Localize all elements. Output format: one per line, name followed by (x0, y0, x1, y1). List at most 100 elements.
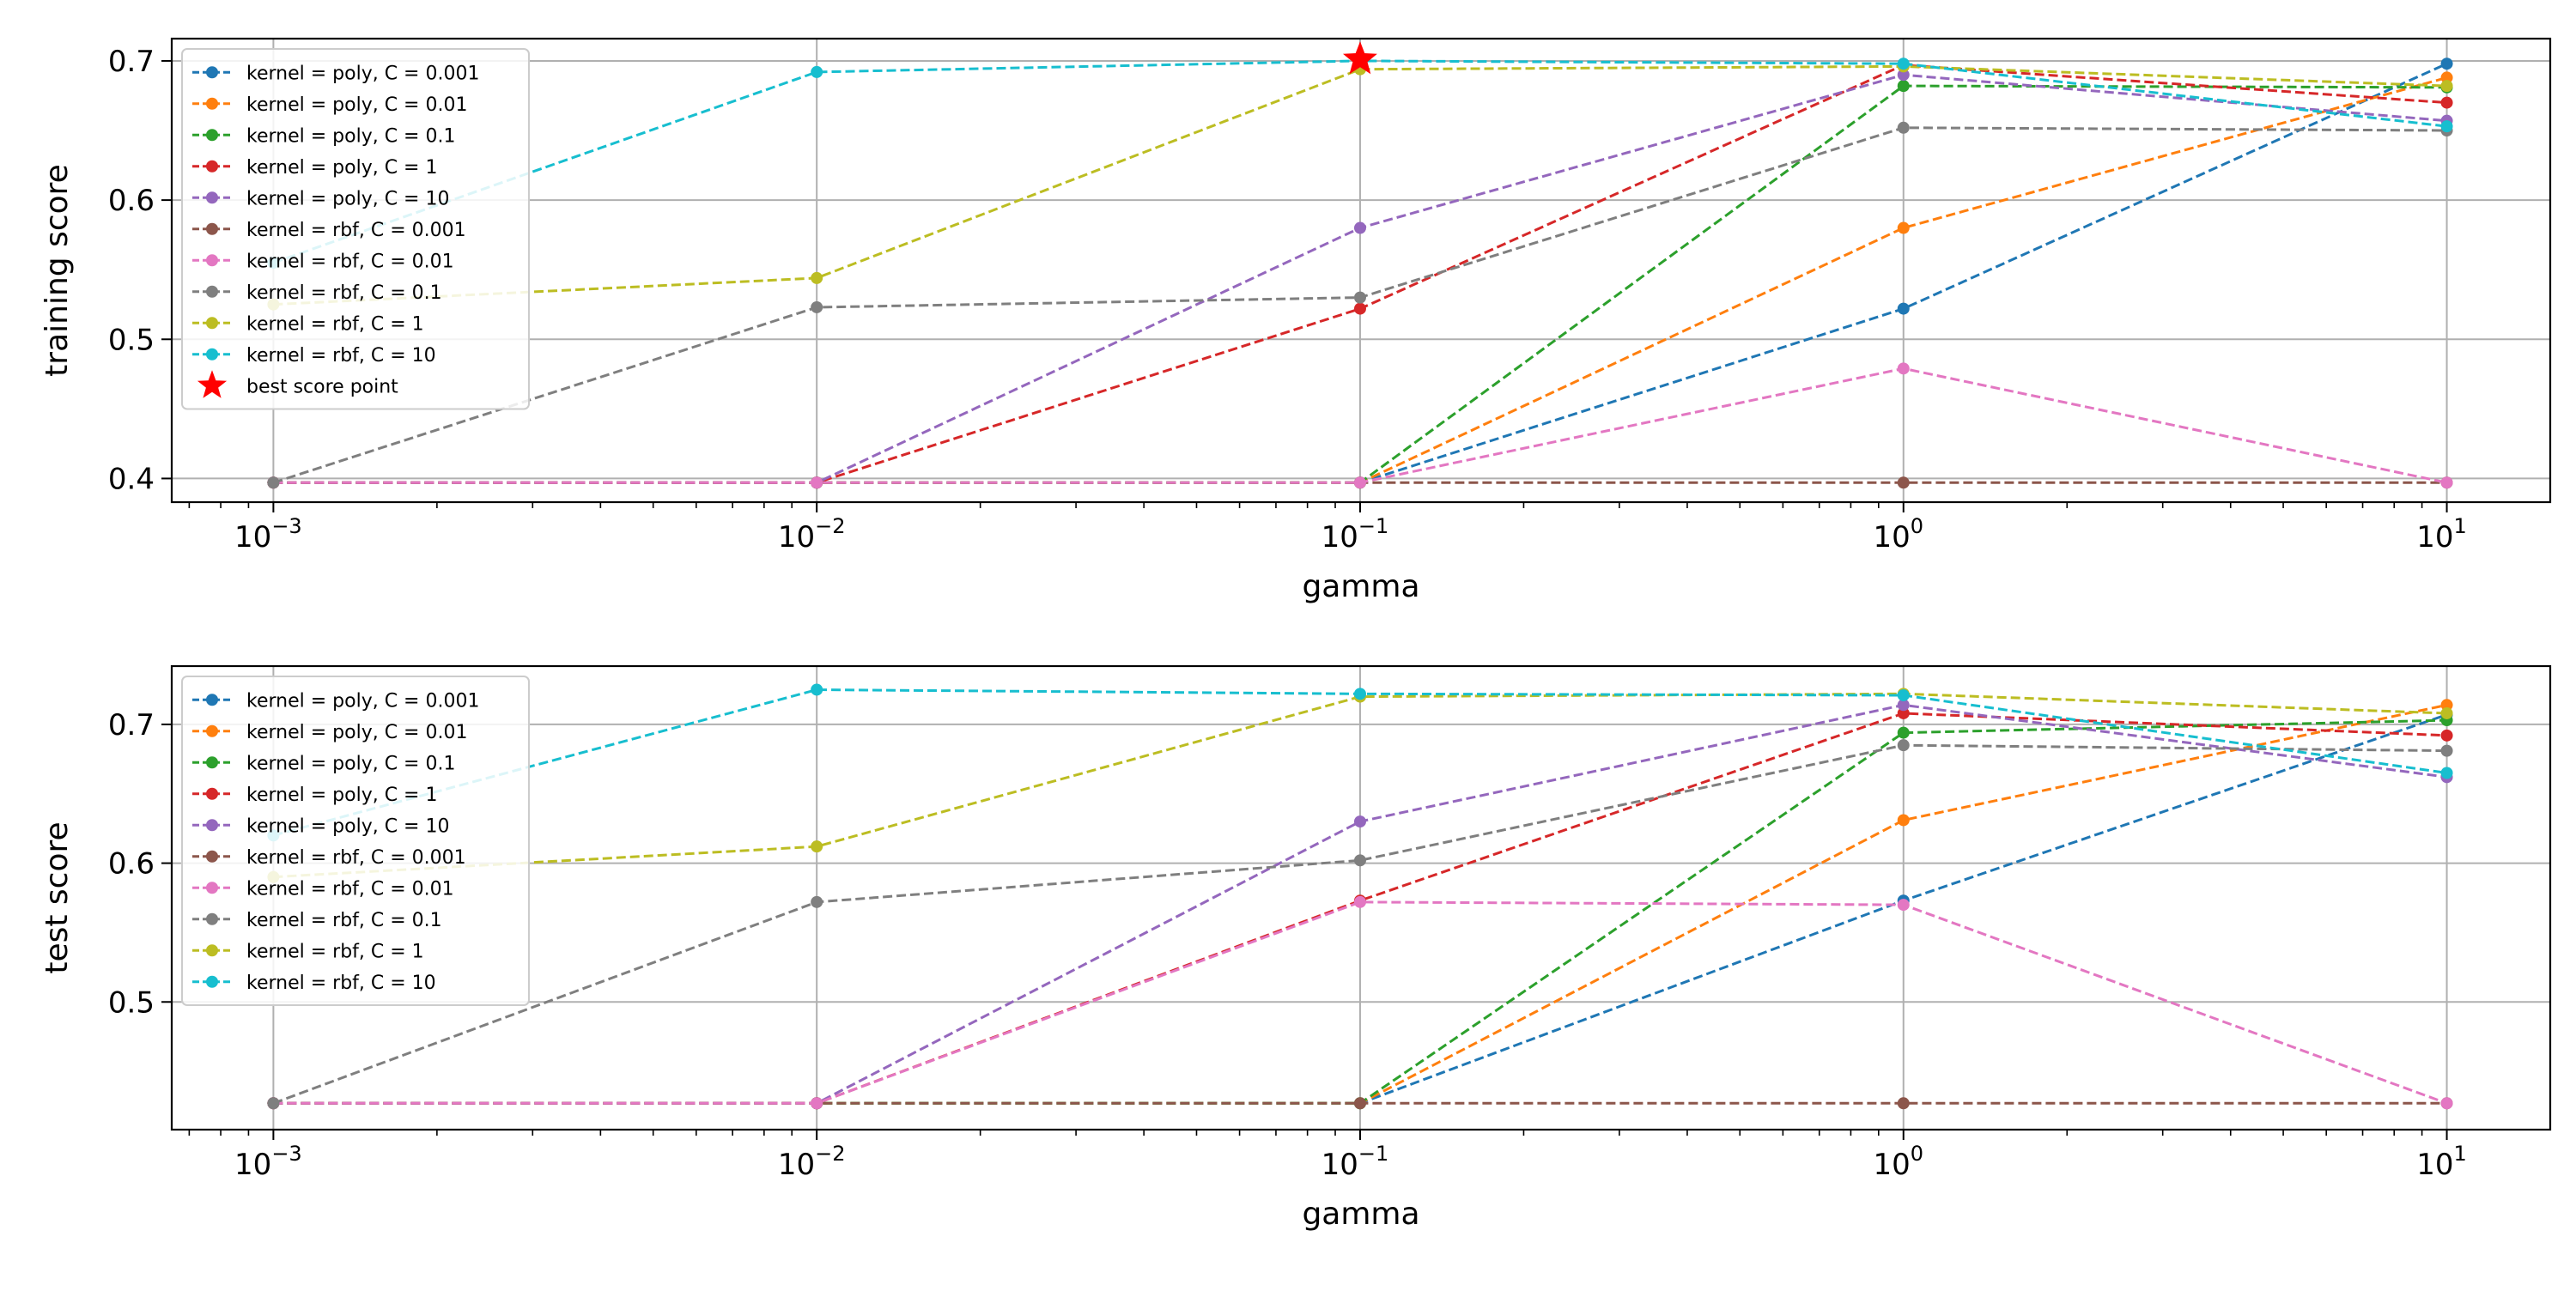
legend-label: best score point (246, 376, 398, 397)
legend-label: kernel = poly, C = 10 (246, 815, 449, 837)
data-point (1897, 476, 1910, 489)
data-point (2440, 1097, 2453, 1110)
legend-label: kernel = rbf, C = 1 (246, 313, 424, 335)
data-point (1353, 815, 1366, 828)
legend-label: kernel = rbf, C = 1 (246, 941, 424, 962)
data-point (1897, 699, 1910, 712)
legend-label: kernel = rbf, C = 0.001 (246, 847, 466, 869)
legend-marker (206, 694, 218, 706)
legend-marker (206, 819, 218, 832)
legend-entry: kernel = rbf, C = 10 (192, 345, 436, 367)
x-tick-label: 101 (2416, 514, 2467, 555)
data-point (811, 1097, 823, 1110)
data-point (811, 476, 823, 489)
legend-marker (206, 912, 218, 925)
data-point (267, 1097, 280, 1110)
legend-entry: kernel = rbf, C = 0.001 (192, 220, 466, 241)
data-point (1353, 895, 1366, 908)
y-tick-label: 0.4 (108, 462, 155, 496)
legend-entry: kernel = poly, C = 0.1 (192, 753, 455, 774)
legend-marker (206, 285, 218, 298)
legend-star-marker (197, 370, 228, 398)
legend-marker (206, 882, 218, 894)
data-point (1897, 1097, 1910, 1110)
y-tick-label: 0.5 (108, 985, 155, 1020)
legend-marker (206, 850, 218, 863)
legend-marker (206, 97, 218, 110)
legend-entry: kernel = rbf, C = 1 (192, 941, 424, 962)
legend-entry: kernel = rbf, C = 0.01 (192, 251, 454, 272)
legend-marker (206, 348, 218, 361)
x-tick-label: 10−3 (234, 1142, 302, 1182)
series-line (272, 743, 2447, 1105)
data-point (2440, 729, 2453, 742)
legend-label: kernel = poly, C = 0.001 (246, 63, 479, 84)
x-tick-label: 10−2 (778, 514, 846, 555)
legend-entry: kernel = poly, C = 0.001 (192, 690, 479, 712)
data-point (2440, 699, 2453, 712)
data-point (1353, 302, 1366, 315)
data-point (1897, 899, 1910, 912)
series-8 (267, 739, 2453, 1110)
legend-entry: kernel = poly, C = 0.1 (192, 125, 455, 147)
y-axis-label: test score (39, 821, 75, 973)
legend-label: kernel = rbf, C = 10 (246, 973, 436, 994)
data-point (2440, 476, 2453, 489)
y-tick-label: 0.7 (108, 45, 155, 79)
legend-label: kernel = rbf, C = 0.1 (246, 282, 442, 304)
y-axis-label: training score (39, 164, 75, 377)
data-point (1897, 302, 1910, 315)
legend-entry: kernel = rbf, C = 0.001 (192, 847, 466, 869)
data-point (2440, 706, 2453, 719)
data-point (811, 840, 823, 853)
data-point (1897, 121, 1910, 134)
legend-label: kernel = rbf, C = 0.1 (246, 910, 442, 931)
y-tick-label: 0.5 (108, 323, 155, 357)
legend-marker (206, 724, 218, 737)
legend-label: kernel = poly, C = 0.01 (246, 94, 467, 116)
legend-entry: kernel = rbf, C = 0.01 (192, 878, 454, 900)
data-point (1353, 688, 1366, 700)
legend-marker (206, 160, 218, 173)
x-tick-label: 10−1 (1321, 1142, 1389, 1182)
series-line (273, 900, 2448, 1105)
best-point-marker (1343, 41, 1377, 75)
legend-entry: kernel = poly, C = 1 (192, 157, 437, 179)
data-point (811, 895, 823, 908)
legend-label: kernel = poly, C = 0.01 (246, 722, 467, 743)
legend: kernel = poly, C = 0.001 kernel = poly, C… (181, 676, 530, 1006)
x-tick-label: 10−2 (778, 1142, 846, 1182)
legend: kernel = poly, C = 0.001 kernel = poly, C… (181, 48, 530, 410)
legend-marker (206, 66, 218, 79)
data-point (1897, 706, 1910, 719)
data-point (1353, 476, 1366, 489)
x-tick-label: 100 (1873, 514, 1923, 555)
data-point (2440, 96, 2453, 109)
legend-marker (206, 222, 218, 235)
series-line (273, 64, 2447, 306)
legend-box (181, 676, 530, 1006)
y-tick-label: 0.7 (108, 708, 155, 742)
legend-label: kernel = poly, C = 0.001 (246, 690, 479, 712)
legend-entry: kernel = poly, C = 0.01 (192, 722, 467, 743)
data-point (811, 65, 823, 78)
series-7 (267, 362, 2453, 489)
x-tick-label: 10−3 (234, 514, 302, 555)
legend-marker (206, 317, 218, 330)
legend-entry: kernel = rbf, C = 10 (192, 973, 436, 994)
legend-marker (206, 787, 218, 800)
x-axis-label: gamma (1302, 1197, 1419, 1232)
x-axis-label: gamma (1302, 569, 1419, 604)
legend-entry: kernel = poly, C = 1 (192, 785, 437, 806)
y-tick-label: 0.6 (108, 184, 155, 218)
data-point (1353, 221, 1366, 234)
x-tick-label: 101 (2416, 1142, 2467, 1182)
data-point (2440, 80, 2453, 93)
data-point (2440, 744, 2453, 757)
axes-frame (170, 664, 2552, 1131)
data-point (1897, 739, 1910, 752)
legend-entry: best score point (197, 370, 398, 398)
data-point (2440, 120, 2453, 133)
